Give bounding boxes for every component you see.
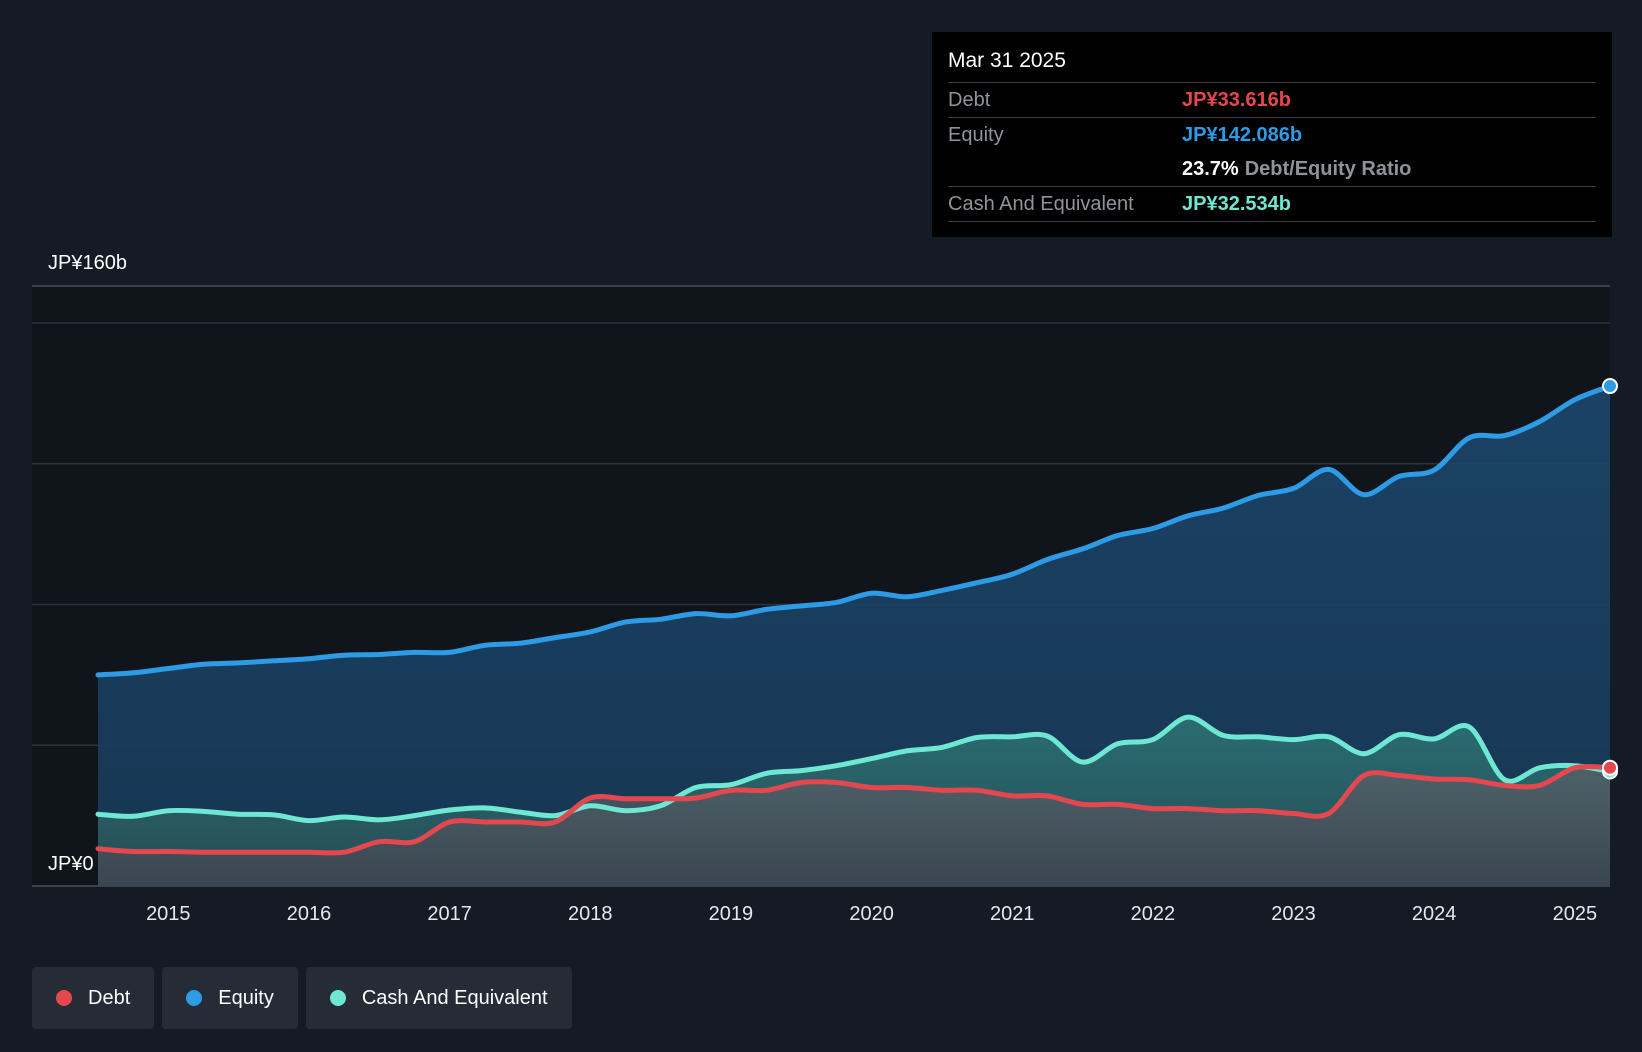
legend-item-cash[interactable]: Cash And Equivalent bbox=[305, 967, 572, 1029]
tooltip-cash-value: JP¥32.534b bbox=[1182, 192, 1291, 215]
x-tick-label-2021: 2021 bbox=[990, 903, 1035, 925]
x-tick-label-2020: 2020 bbox=[849, 903, 894, 925]
tooltip-debt-value: JP¥33.616b bbox=[1182, 88, 1291, 111]
chart-legend: Debt Equity Cash And Equivalent bbox=[32, 967, 572, 1029]
x-tick-label-2023: 2023 bbox=[1271, 903, 1316, 925]
debt-area bbox=[98, 766, 1610, 886]
x-tick-label-2022: 2022 bbox=[1131, 903, 1176, 925]
legend-equity-label: Equity bbox=[218, 986, 274, 1009]
y-axis-top-label: JP¥160b bbox=[48, 252, 127, 274]
x-tick-label-2017: 2017 bbox=[427, 903, 472, 925]
debt-line bbox=[95, 763, 1613, 856]
tooltip-ratio-row: 23.7% Debt/Equity Ratio bbox=[948, 152, 1596, 187]
equity-dot-icon bbox=[186, 990, 203, 1006]
cash-line bbox=[95, 714, 1613, 824]
x-tick-label-2025: 2025 bbox=[1553, 903, 1598, 925]
tooltip-ratio-label: Debt/Equity Ratio bbox=[1244, 157, 1412, 180]
equity-end-marker bbox=[1602, 378, 1618, 395]
x-tick-label-2019: 2019 bbox=[709, 903, 754, 925]
legend-debt-label: Debt bbox=[88, 986, 131, 1009]
debt-dot-icon bbox=[56, 990, 72, 1006]
x-tick-label-2015: 2015 bbox=[146, 903, 191, 925]
equity-line bbox=[95, 383, 1613, 678]
y-axis-bottom-label: JP¥0 bbox=[48, 853, 94, 875]
tooltip-equity-label: Equity bbox=[948, 123, 1004, 146]
tooltip-cash-row: Cash And Equivalent JP¥32.534b bbox=[948, 187, 1596, 222]
tooltip-cash-label: Cash And Equivalent bbox=[948, 192, 1134, 215]
x-tick-label-2016: 2016 bbox=[287, 903, 332, 925]
tooltip-date: Mar 31 2025 bbox=[948, 46, 1596, 83]
data-tooltip: Mar 31 2025 Debt JP¥33.616b Equity JP¥14… bbox=[932, 32, 1612, 237]
tooltip-ratio-value: 23.7% bbox=[1182, 157, 1239, 180]
tooltip-debt-row: Debt JP¥33.616b bbox=[948, 83, 1596, 118]
debt-end-marker bbox=[1602, 759, 1618, 776]
tooltip-equity-value: JP¥142.086b bbox=[1182, 123, 1303, 146]
legend-item-equity[interactable]: Equity bbox=[162, 967, 298, 1029]
tooltip-debt-label: Debt bbox=[948, 88, 991, 111]
x-tick-label-2018: 2018 bbox=[568, 903, 613, 925]
legend-cash-label: Cash And Equivalent bbox=[361, 986, 548, 1009]
legend-item-debt[interactable]: Debt bbox=[32, 967, 155, 1029]
cash-dot-icon bbox=[329, 990, 346, 1006]
tooltip-equity-row: Equity JP¥142.086b bbox=[948, 118, 1596, 152]
x-tick-label-2024: 2024 bbox=[1412, 903, 1457, 925]
